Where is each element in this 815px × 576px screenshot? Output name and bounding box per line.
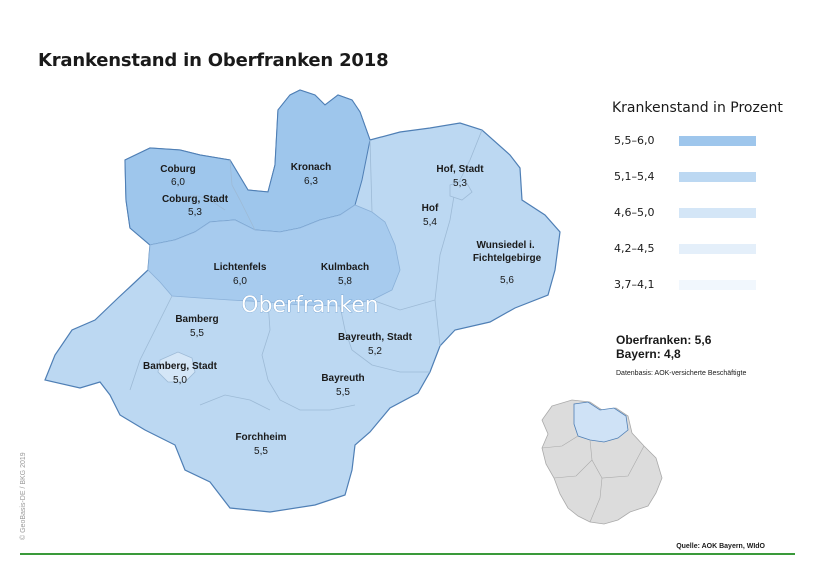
total-oberfranken: Oberfranken: 5,6 [616, 333, 712, 347]
legend-row: 3,7–4,1 [612, 278, 792, 314]
district-hof-stadt-shape [449, 179, 473, 201]
legend-title: Krankenstand in Prozent [612, 100, 783, 116]
bavaria-inset-map [541, 399, 663, 525]
label-forchheim: Forchheim [235, 432, 286, 443]
value-lichtenfels: 6,0 [233, 276, 247, 287]
label-wunsiedel: Wunsiedel i. Fichtelgebirge [473, 240, 542, 264]
source-note: Quelle: AOK Bayern, WIdO [676, 543, 765, 550]
bottom-rule [20, 553, 795, 555]
total-bayern: Bayern: 4,8 [616, 347, 681, 361]
label-bamberg: Bamberg [175, 314, 218, 325]
label-hof-stadt: Hof, Stadt [436, 164, 484, 175]
label-kulmbach: Kulmbach [321, 262, 369, 273]
label-hof: Hof [422, 203, 439, 214]
label-coburg-stadt: Coburg, Stadt [162, 194, 229, 205]
copyright-note: © GeoBasis-DE / BKG 2019 [20, 452, 27, 540]
oberfranken-highlight [573, 401, 629, 443]
label-coburg: Coburg [160, 164, 196, 175]
value-coburg: 6,0 [171, 177, 185, 188]
value-coburg-stadt: 5,3 [188, 207, 202, 218]
value-kulmbach: 5,8 [338, 276, 352, 287]
map-title: Krankenstand in Oberfranken 2018 [38, 50, 389, 71]
value-bamberg: 5,5 [190, 328, 204, 339]
label-bamberg-stadt: Bamberg, Stadt [143, 361, 218, 372]
legend-label: 5,5–6,0 [614, 134, 655, 147]
value-bayreuth-stadt: 5,2 [368, 346, 382, 357]
legend-swatch [679, 208, 756, 218]
legend-label: 3,7–4,1 [614, 278, 655, 291]
legend-row: 5,5–6,0 [612, 134, 792, 170]
inset-boundaries [541, 435, 645, 523]
data-basis-note: Datenbasis: AOK-versicherte Beschäftigte [616, 370, 747, 377]
legend-label: 5,1–5,4 [614, 170, 655, 183]
legend-label: 4,6–5,0 [614, 206, 655, 219]
totals: Oberfranken: 5,6 Bayern: 4,8 [616, 333, 711, 361]
bavaria-outline [541, 399, 663, 525]
legend-swatch [679, 244, 756, 254]
value-bayreuth: 5,5 [336, 387, 350, 398]
legend-row: 4,6–5,0 [612, 206, 792, 242]
legend-swatch [679, 280, 756, 290]
label-bayreuth: Bayreuth [321, 373, 364, 384]
district-labels: Coburg 6,0 Coburg, Stadt 5,3 Kronach 6,3… [143, 162, 542, 457]
value-kronach: 6,3 [304, 176, 318, 187]
district-map: Coburg 6,0 Coburg, Stadt 5,3 Kronach 6,3… [44, 89, 561, 513]
value-wunsiedel: 5,6 [500, 275, 514, 286]
label-kronach: Kronach [291, 162, 332, 173]
legend-swatch [679, 136, 756, 146]
legend: Krankenstand in Prozent 5,5–6,0 5,1–5,4 … [612, 100, 792, 314]
legend-label: 4,2–4,5 [614, 242, 655, 255]
label-bayreuth-stadt: Bayreuth, Stadt [338, 332, 413, 343]
label-lichtenfels: Lichtenfels [214, 262, 267, 273]
legend-row: 4,2–4,5 [612, 242, 792, 278]
region-name: Oberfranken [241, 293, 379, 318]
value-forchheim: 5,5 [254, 446, 268, 457]
legend-swatch [679, 172, 756, 182]
value-hof: 5,4 [423, 217, 437, 228]
district-lichtenfels-kulmbach-shape [147, 204, 401, 307]
district-boundaries [129, 129, 483, 411]
district-bamberg-stadt-shape [157, 351, 196, 383]
value-bamberg-stadt: 5,0 [173, 375, 187, 386]
value-hof-stadt: 5,3 [453, 178, 467, 189]
legend-row: 5,1–5,4 [612, 170, 792, 206]
